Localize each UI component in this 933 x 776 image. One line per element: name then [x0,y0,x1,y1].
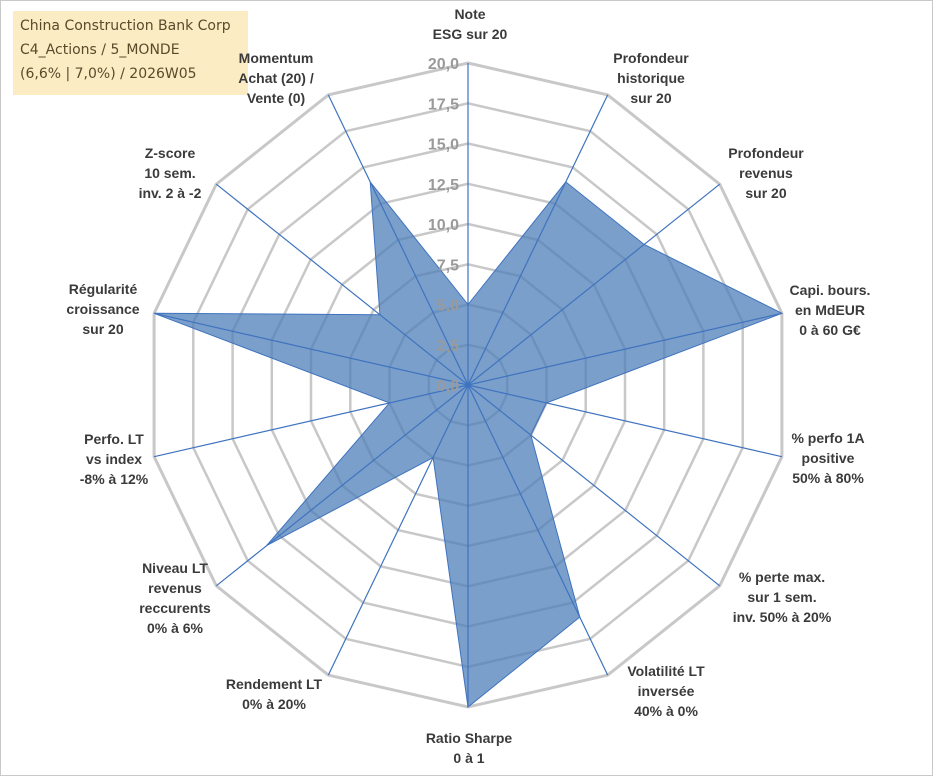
spoke-5 [467,384,721,587]
spoke-11 [153,312,469,386]
spoke-13 [327,94,469,386]
axis-label-8: Rendement LT 0% à 20% [226,676,323,712]
tick-label: 10,0 [428,217,459,234]
tick-label: 20,0 [428,56,459,73]
axis-label-4: % perfo 1A positive 50% à 80% [791,430,864,486]
axis-label-2: Profondeur revenus sur 20 [728,145,804,201]
spoke-3 [467,312,783,386]
axis-label-6: Volatilité LT inversée 40% à 0% [627,663,705,719]
company-name: China Construction Bank Corp [20,18,231,34]
axis-labels: Note ESG sur 20 Profondeur historique sur 20… [66,6,870,766]
tick-label: 15,0 [428,137,459,154]
axis-label-11: Régularité croissance sur 20 [66,281,139,337]
period-info: (6,6% | 7,0%) / 2026W05 [20,66,197,82]
spoke-8 [327,384,469,676]
spoke-2 [467,183,721,386]
category-path: C4_Actions / 5_MONDE [20,42,180,58]
axis-label-13: Momentum Achat (20) / Vente (0) [238,50,314,106]
axis-label-0: Note ESG sur 20 [433,6,508,42]
tick-label: 5,0 [437,298,459,315]
radial-tick-labels: 0,0 2,5 5,0 7,5 10,0 12,5 15,0 17,5 20,0 [428,56,459,395]
spoke-10 [153,384,469,458]
tick-label: 7,5 [437,257,459,274]
axis-label-5: % perte max. sur 1 sem. inv. 50% à 20% [733,569,832,625]
radar-spokes [153,63,783,707]
spoke-1 [467,94,609,386]
spoke-6 [467,384,609,676]
tick-label: 2,5 [437,338,459,355]
info-box: China Construction Bank Corp C4_Actions … [13,11,248,95]
spoke-4 [467,384,783,458]
tick-label: 17,5 [428,96,459,113]
tick-label: 0,0 [437,378,459,395]
spoke-12 [215,183,469,386]
axis-label-3: Capi. bours. en MdEUR 0 à 60 G€ [790,282,871,338]
axis-label-9: Niveau LT revenus reccurents 0% à 6% [139,560,211,636]
spoke-9 [215,384,469,587]
axis-label-7: Ratio Sharpe 0 à 1 [426,730,513,766]
tick-label: 12,5 [428,177,459,194]
axis-label-1: Profondeur historique sur 20 [613,50,689,106]
axis-label-10: Perfo. LT vs index -8% à 12% [80,431,149,487]
axis-label-12: Z-score 10 sem. inv. 2 à -2 [139,145,202,201]
